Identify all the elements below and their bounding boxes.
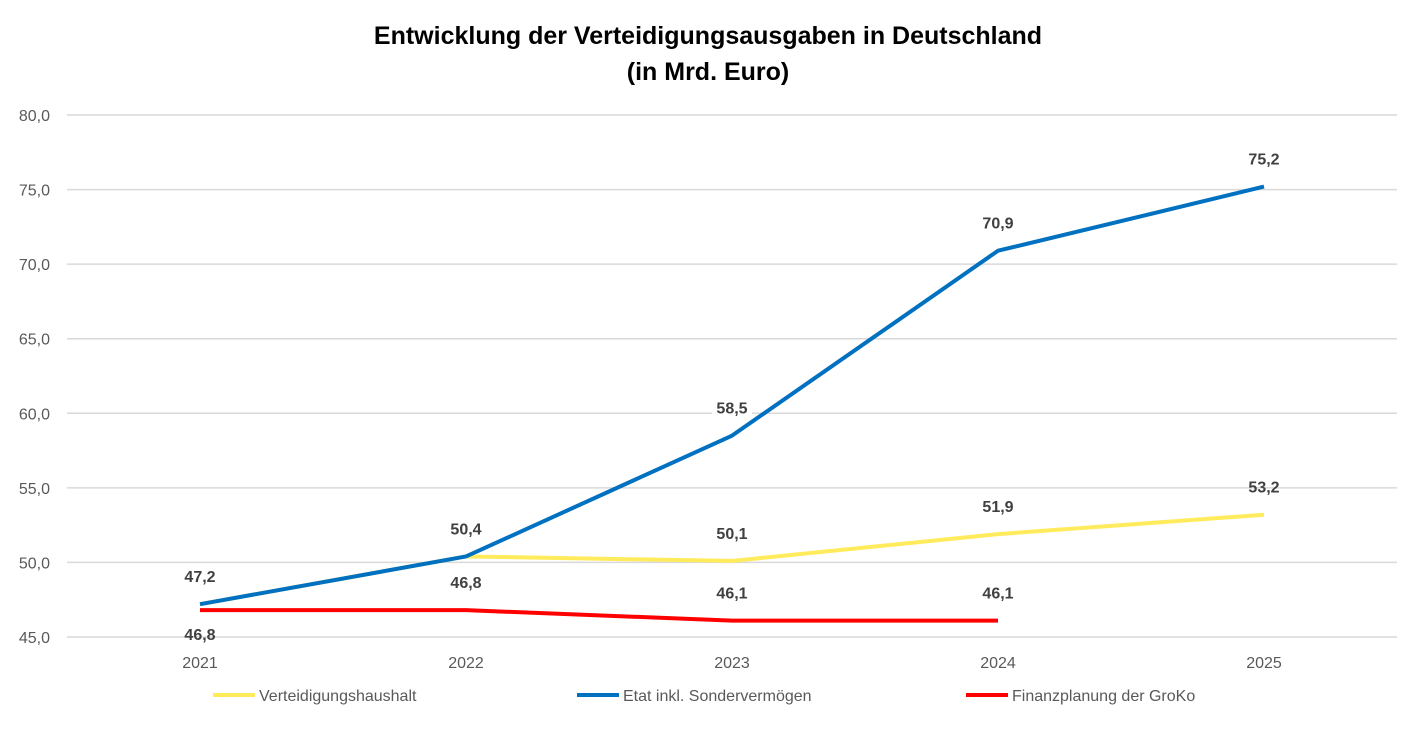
y-tick-label: 70,0 bbox=[19, 257, 50, 274]
x-tick-label: 2021 bbox=[182, 655, 218, 672]
data-label: 51,9 bbox=[982, 499, 1013, 516]
y-tick-label: 80,0 bbox=[19, 108, 50, 125]
data-label: 46,8 bbox=[184, 627, 215, 644]
series-line-2 bbox=[199, 184, 1265, 607]
data-label: 46,1 bbox=[982, 586, 1013, 603]
legend-label: Verteidigungshaushalt bbox=[259, 688, 417, 705]
data-label: 50,4 bbox=[450, 521, 481, 538]
y-tick-label: 75,0 bbox=[19, 183, 50, 200]
data-label: 46,8 bbox=[450, 575, 481, 592]
y-tick-label: 60,0 bbox=[19, 406, 50, 423]
chart-title-line-1: Entwicklung der Verteidigungsausgaben in… bbox=[374, 22, 1042, 50]
y-tick-label: 45,0 bbox=[19, 630, 50, 647]
legend-label: Etat inkl. Sondervermögen bbox=[623, 688, 812, 705]
data-label: 70,9 bbox=[982, 216, 1013, 233]
x-tick-label: 2025 bbox=[1246, 655, 1282, 672]
series-line-3 bbox=[200, 608, 998, 623]
data-label: 58,5 bbox=[716, 401, 747, 418]
data-label: 47,2 bbox=[184, 569, 215, 586]
y-tick-label: 50,0 bbox=[19, 555, 50, 572]
data-label: 50,1 bbox=[716, 526, 747, 543]
x-tick-label: 2023 bbox=[714, 655, 750, 672]
data-label: 46,1 bbox=[716, 586, 747, 603]
legend-label: Finanzplanung der GroKo bbox=[1012, 688, 1195, 705]
x-tick-label: 2022 bbox=[448, 655, 484, 672]
y-tick-label: 55,0 bbox=[19, 481, 50, 498]
data-label: 75,2 bbox=[1248, 152, 1279, 169]
y-tick-label: 65,0 bbox=[19, 332, 50, 349]
chart-title-line-2: (in Mrd. Euro) bbox=[627, 58, 789, 86]
data-label-background bbox=[712, 397, 752, 418]
data-label: 53,2 bbox=[1248, 480, 1279, 497]
x-tick-label: 2024 bbox=[980, 655, 1016, 672]
